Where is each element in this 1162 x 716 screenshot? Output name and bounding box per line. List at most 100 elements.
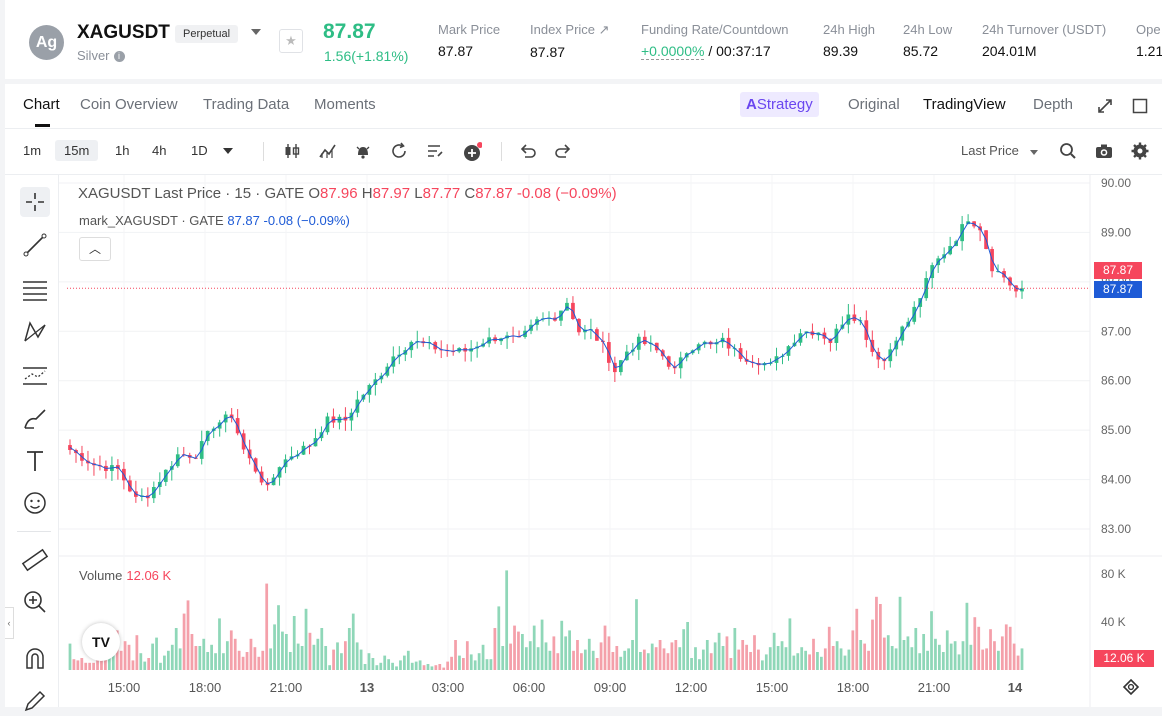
search-icon[interactable] bbox=[1058, 141, 1078, 161]
volume-bar bbox=[945, 630, 949, 670]
camera-icon[interactable] bbox=[1094, 141, 1114, 161]
strategy-button[interactable]: AStrategy bbox=[740, 92, 819, 117]
price-type-select[interactable]: Last Price bbox=[961, 143, 1019, 158]
interval-4h[interactable]: 4h bbox=[152, 143, 167, 158]
brush-icon[interactable] bbox=[20, 403, 50, 433]
volume-bar bbox=[261, 650, 265, 670]
volume-bar bbox=[155, 637, 158, 670]
price-tick-label: 90.00 bbox=[1101, 176, 1131, 190]
volume-bar bbox=[505, 570, 509, 670]
price-change: 1.56(+1.81%) bbox=[324, 48, 409, 64]
volume-bar bbox=[847, 649, 851, 670]
legend-symbol[interactable]: XAGUSDT Last Price · 15 · GATE bbox=[78, 185, 305, 202]
interval-dropdown-icon[interactable] bbox=[223, 148, 233, 154]
price-type-dropdown-icon[interactable] bbox=[1030, 150, 1038, 155]
volume-bar bbox=[922, 634, 926, 670]
interval-1m[interactable]: 1m bbox=[23, 143, 42, 158]
fullscreen-icon[interactable] bbox=[1097, 98, 1113, 114]
volume-bar bbox=[324, 646, 328, 670]
stat-index-price[interactable]: Index Price ↗ 87.87 bbox=[530, 22, 610, 60]
volume-bar bbox=[410, 662, 414, 670]
collapse-legend-button[interactable]: ︿ bbox=[79, 237, 111, 261]
chevron-down-icon[interactable] bbox=[251, 29, 261, 35]
stat-value: 1.21 bbox=[1136, 43, 1162, 59]
tab-trading-data[interactable]: Trading Data bbox=[203, 96, 290, 113]
view-depth[interactable]: Depth bbox=[1033, 96, 1074, 113]
volume-bar bbox=[788, 618, 792, 670]
volume-bar bbox=[886, 635, 890, 670]
candle-type-icon[interactable] bbox=[282, 141, 302, 161]
tradingview-logo[interactable]: TV bbox=[82, 623, 120, 661]
undo-icon[interactable] bbox=[518, 141, 538, 161]
volume-bar bbox=[446, 661, 450, 670]
volume-bar bbox=[619, 656, 623, 670]
tab-moments[interactable]: Moments bbox=[314, 96, 376, 113]
mark-price-legend: mark_XAGUSDT · GATE 87.87 -0.08 (−0.09%) bbox=[79, 213, 350, 228]
volume-bar bbox=[898, 596, 902, 670]
templates-icon[interactable] bbox=[425, 141, 445, 161]
volume-bar bbox=[257, 656, 261, 670]
window-icon[interactable] bbox=[1132, 98, 1148, 114]
volume-bar bbox=[591, 650, 595, 670]
view-original[interactable]: Original bbox=[848, 96, 900, 113]
tab-coin-overview[interactable]: Coin Overview bbox=[80, 96, 178, 113]
time-tick-label: 15:00 bbox=[108, 680, 141, 695]
indicators-icon[interactable] bbox=[318, 141, 338, 161]
volume-bar bbox=[646, 653, 650, 670]
crosshair-icon[interactable] bbox=[20, 187, 50, 217]
zoom-in-icon[interactable] bbox=[20, 587, 50, 617]
symbol-name[interactable]: XAGUSDT bbox=[77, 22, 170, 43]
volume-axis-label-bg bbox=[1094, 650, 1154, 667]
tool-divider bbox=[17, 531, 51, 532]
time-tick-label: 09:00 bbox=[594, 680, 627, 695]
pencil-lock-icon[interactable] bbox=[20, 686, 50, 716]
text-tool-icon[interactable] bbox=[20, 446, 50, 476]
volume-tick-label: 40 K bbox=[1101, 615, 1126, 629]
prediction-icon[interactable] bbox=[20, 360, 50, 390]
ohlc-legend: XAGUSDT Last Price · 15 · GATE O87.96 H8… bbox=[78, 185, 617, 202]
funding-rate-value[interactable]: +0.0000% bbox=[641, 43, 705, 60]
add-plus-icon[interactable] bbox=[462, 141, 482, 161]
tab-chart[interactable]: Chart bbox=[23, 96, 60, 127]
chart-settings-icon[interactable] bbox=[1122, 678, 1140, 696]
price-tick-label: 89.00 bbox=[1101, 225, 1131, 239]
volume-bar bbox=[977, 626, 981, 670]
volume-bar bbox=[218, 618, 221, 670]
magnet-icon[interactable] bbox=[20, 644, 50, 674]
stat-funding-rate: Funding Rate/Countdown +0.0000% / 00:37:… bbox=[641, 22, 788, 60]
volume-bar bbox=[458, 655, 461, 670]
volume-bar bbox=[316, 638, 320, 670]
redo-icon[interactable] bbox=[553, 141, 573, 161]
volume-bar bbox=[678, 647, 682, 670]
favorite-star-icon[interactable]: ★ bbox=[279, 29, 303, 53]
ruler-icon[interactable] bbox=[20, 545, 50, 575]
volume-bar bbox=[835, 641, 839, 670]
chart-area[interactable] bbox=[5, 175, 1162, 707]
alert-bell-icon[interactable] bbox=[353, 141, 373, 161]
trendline-icon[interactable] bbox=[20, 230, 50, 260]
replay-icon[interactable] bbox=[389, 141, 409, 161]
stat-value: 89.39 bbox=[823, 43, 859, 59]
volume-bar bbox=[434, 665, 438, 670]
interval-1h[interactable]: 1h bbox=[115, 143, 130, 158]
expand-panel-handle[interactable]: ‹ bbox=[5, 607, 14, 639]
volume-bar bbox=[682, 629, 686, 670]
volume-bar bbox=[80, 658, 84, 670]
view-tradingview[interactable]: TradingView bbox=[923, 96, 1006, 113]
interval-15m[interactable]: 15m bbox=[55, 140, 99, 161]
volume-bar bbox=[340, 653, 343, 670]
emoji-icon[interactable] bbox=[20, 488, 50, 518]
fib-lines-icon[interactable] bbox=[20, 274, 50, 304]
interval-1d[interactable]: 1D bbox=[191, 143, 208, 158]
mark-price-axis-label-bg bbox=[1094, 281, 1142, 298]
volume-bar bbox=[863, 643, 867, 670]
legend-low-label: L bbox=[414, 185, 423, 202]
pattern-icon[interactable] bbox=[20, 317, 50, 347]
info-icon[interactable]: i bbox=[113, 51, 125, 63]
settings-gear-icon[interactable] bbox=[1130, 141, 1150, 161]
volume-bar bbox=[237, 650, 241, 670]
mark-legend-label[interactable]: mark_XAGUSDT · GATE bbox=[79, 213, 224, 228]
volume-bar bbox=[194, 646, 198, 670]
volume-bar bbox=[867, 650, 870, 670]
